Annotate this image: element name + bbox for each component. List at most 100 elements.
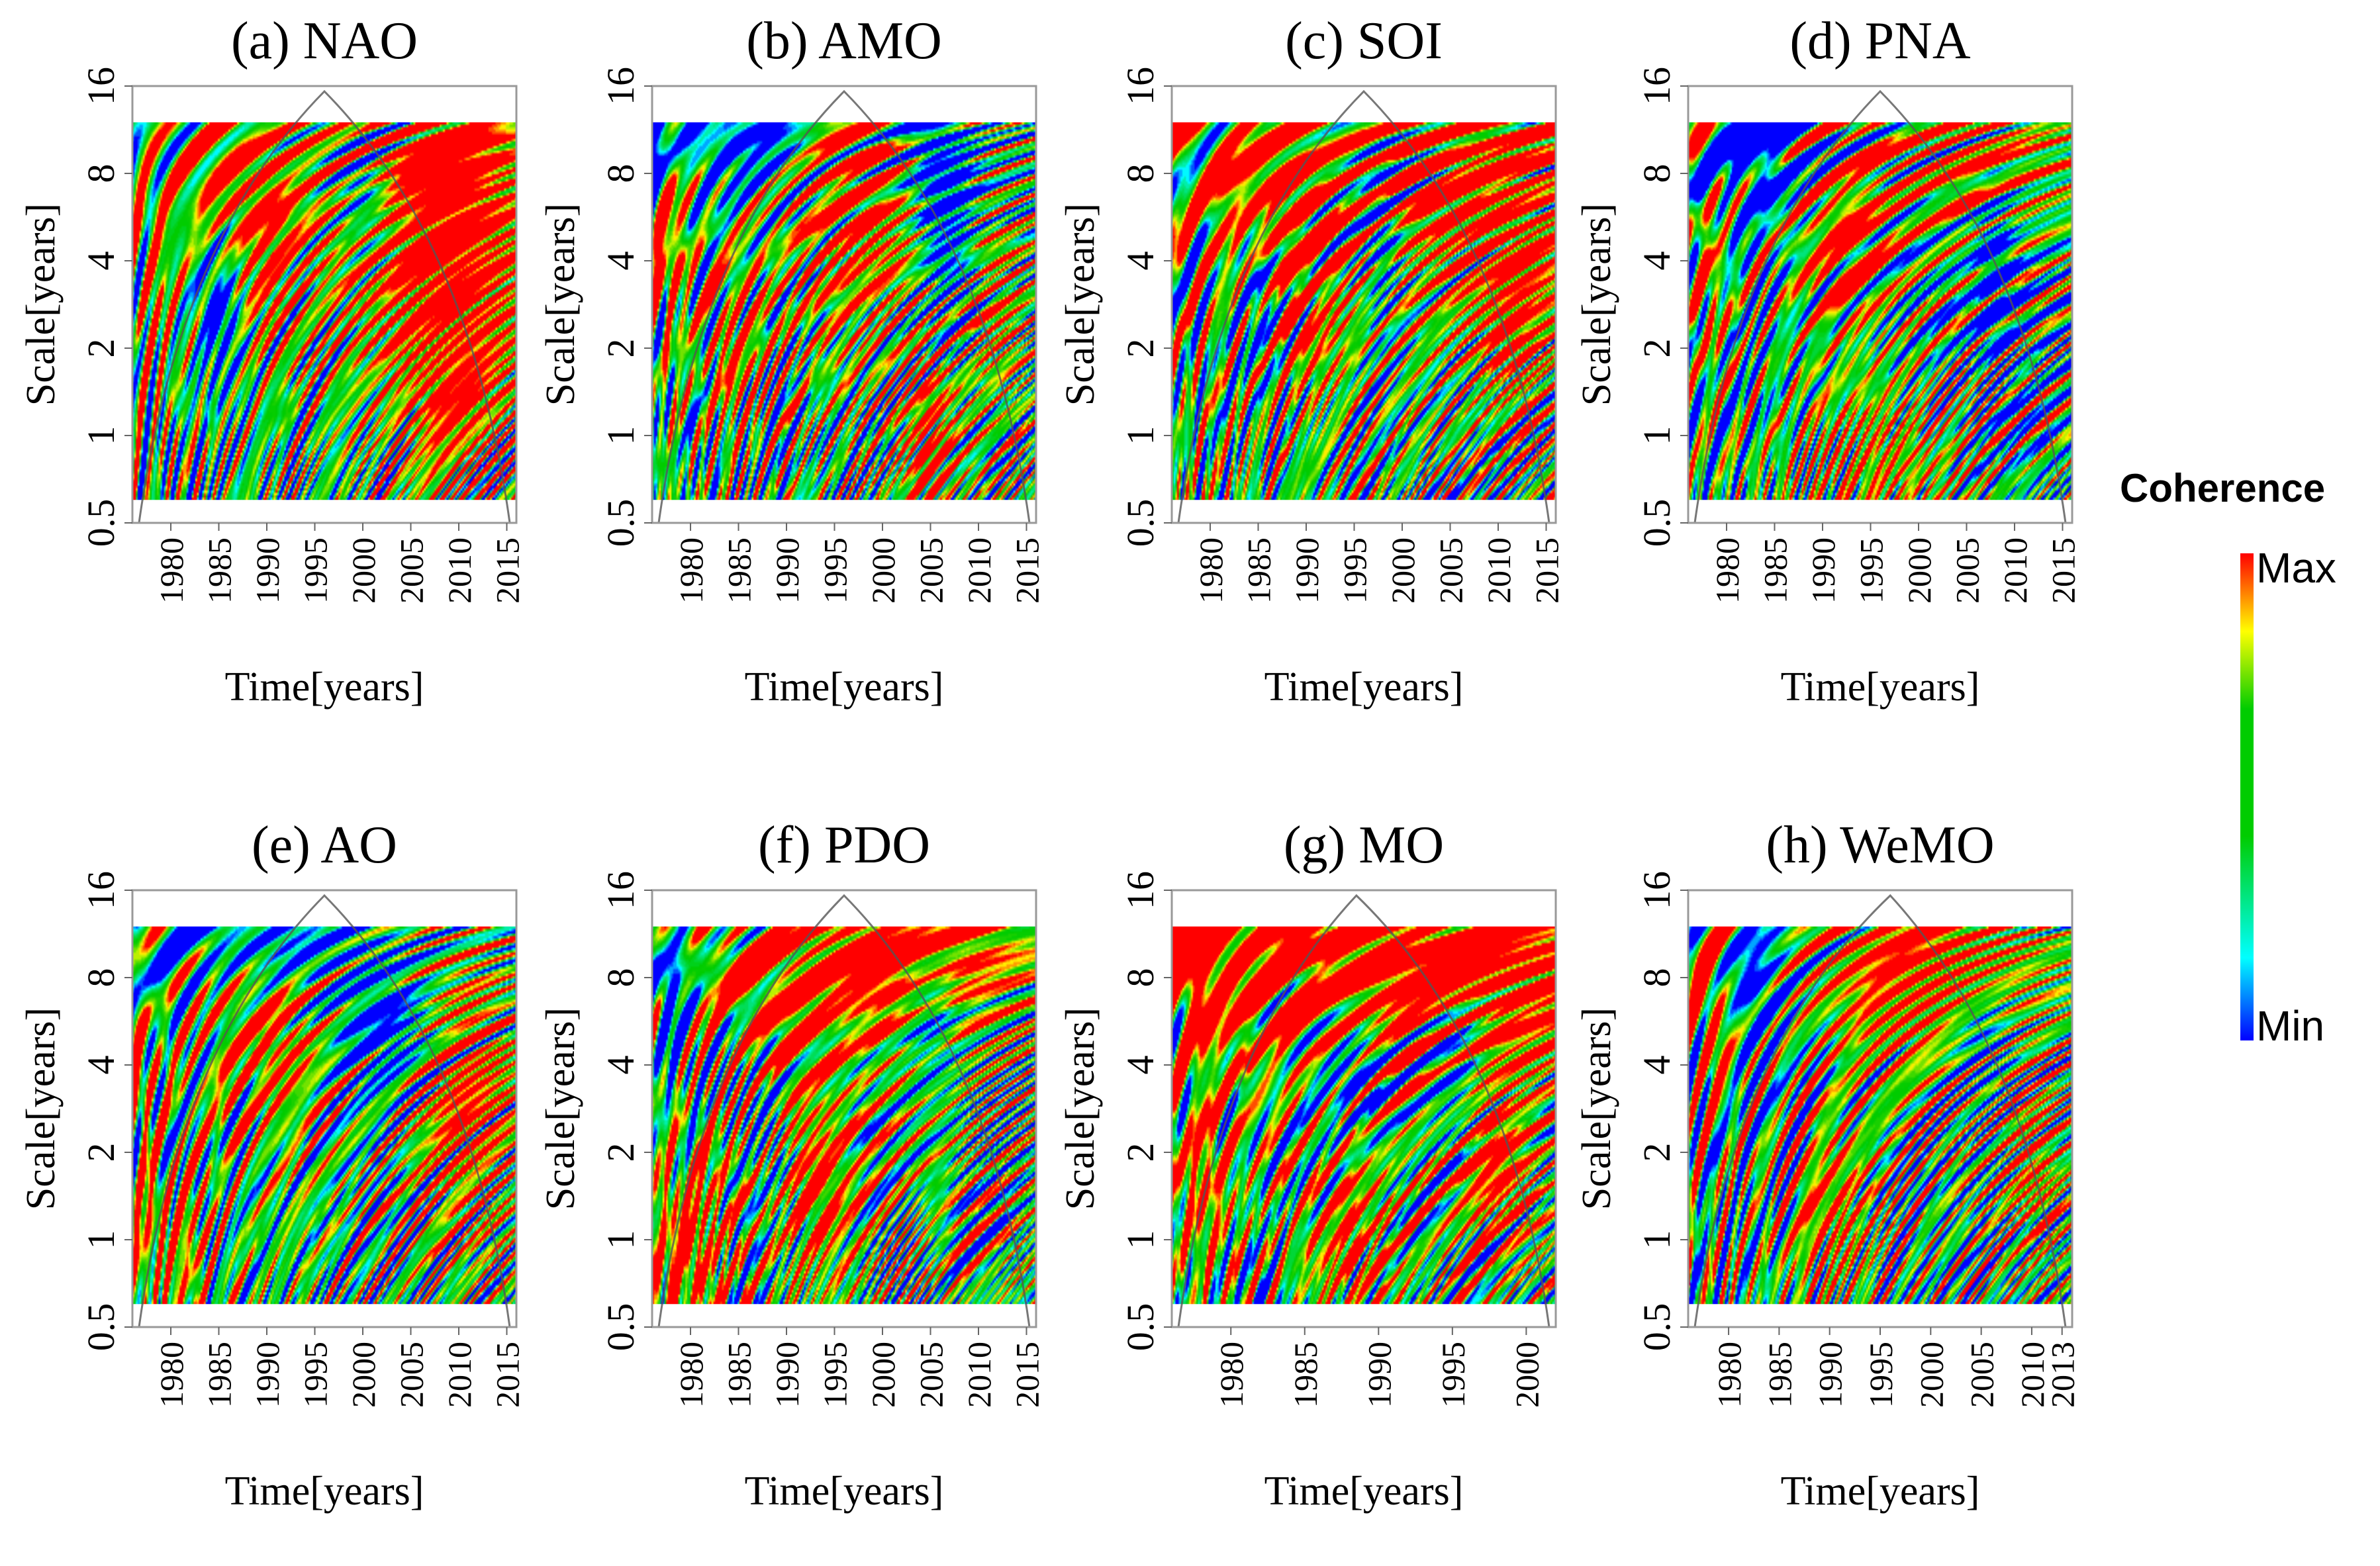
x-tick-label: 1980 (1213, 1342, 1250, 1408)
y-tick-label: 4 (1635, 1056, 1678, 1075)
y-axis-label: Scale[years] (1058, 203, 1103, 406)
y-tick-label: 1 (79, 426, 122, 445)
coherence-heatmap (132, 122, 516, 500)
panel-title: (d) PNA (1789, 12, 1971, 70)
y-tick-label: 8 (599, 968, 642, 988)
y-tick-label: 16 (599, 67, 642, 105)
y-tick-label: 2 (1119, 339, 1162, 358)
panel-f: (f) PDO 0.5 1 2 4 8 16 Scale[years] 1980 1985 1990… (538, 816, 1046, 1514)
x-tick-label: 2010 (1480, 537, 1517, 604)
x-tick-label: 2000 (1384, 537, 1421, 604)
x-tick-label: 1985 (201, 1342, 238, 1408)
x-tick-label: 1980 (1711, 1342, 1748, 1408)
plot-frame (1170, 889, 1557, 1328)
panel-title: (e) AO (252, 816, 397, 874)
y-tick-label: 1 (1635, 1230, 1678, 1250)
y-tick-label: 16 (79, 67, 122, 105)
x-tick-label: 1985 (1757, 537, 1794, 604)
x-tick-label: 2015 (2045, 537, 2082, 604)
cone-of-influence (657, 89, 1031, 524)
coherence-heatmap (1688, 926, 2072, 1305)
y-tick-label: 1 (599, 426, 642, 445)
x-tick-label: 1985 (1761, 1342, 1798, 1408)
y-tick-label: 1 (1119, 426, 1162, 445)
panel-d: (d) PNA 0.5 1 2 4 8 16 Scale[years] 1980 1985 1990… (1574, 12, 2082, 710)
y-tick-label: 2 (1635, 339, 1678, 358)
panel-g: (g) MO 0.5 1 2 4 8 16 Scale[years] 1980 1985 1990 1… (1058, 816, 1557, 1514)
x-tick-label: 2005 (393, 537, 430, 604)
y-tick-label: 0.5 (1119, 1303, 1162, 1352)
y-tick-label: 1 (1119, 1230, 1162, 1250)
x-tick-label: 2005 (1964, 1342, 2001, 1408)
panel-title: (a) NAO (231, 12, 418, 70)
y-tick-label: 2 (599, 1143, 642, 1162)
x-tick-label: 2000 (1913, 1342, 1950, 1408)
y-tick-label: 0.5 (1635, 499, 1678, 547)
x-tick-label: 1995 (1337, 537, 1374, 604)
x-tick-label: 1990 (1805, 537, 1842, 604)
y-tick-label: 16 (1119, 871, 1162, 909)
y-tick-label: 0.5 (79, 1303, 122, 1352)
x-tick-label: 1980 (153, 537, 190, 604)
panel-c: (c) SOI 0.5 1 2 4 8 16 Scale[years] 1980 1985 1990… (1058, 12, 1566, 710)
y-tick-label: 4 (1635, 252, 1678, 271)
x-tick-label: 2010 (2014, 1342, 2051, 1408)
y-tick-label: 1 (1635, 426, 1678, 445)
y-axis-label: Scale[years] (1058, 1007, 1103, 1210)
x-tick-label: 1995 (817, 537, 854, 604)
y-tick-label: 2 (599, 339, 642, 358)
y-tick-label: 8 (1119, 968, 1162, 988)
y-tick-label: 8 (79, 164, 122, 183)
x-tick-label: 2005 (913, 1342, 950, 1408)
x-tick-label: 1990 (769, 537, 806, 604)
coherence-heatmap (132, 926, 516, 1305)
x-tick-label: 2010 (961, 1342, 998, 1408)
y-tick-label: 0.5 (1635, 1303, 1678, 1352)
y-tick-label: 0.5 (599, 1303, 642, 1352)
y-axis-label: Scale[years] (538, 203, 583, 406)
x-tick-label: 1985 (201, 537, 238, 604)
y-tick-label: 16 (79, 871, 122, 909)
x-tick-label: 2005 (913, 537, 950, 604)
panel-title: (g) MO (1284, 816, 1444, 874)
y-tick-label: 16 (1635, 67, 1678, 105)
y-tick-label: 4 (79, 1056, 122, 1075)
cone-of-influence (657, 894, 1031, 1328)
x-tick-label: 1985 (1241, 537, 1278, 604)
x-tick-label: 1995 (1435, 1342, 1472, 1408)
y-tick-label: 0.5 (599, 499, 642, 547)
colorbar-max-label: Max (2256, 544, 2336, 592)
x-axis-label: Time[years] (1781, 665, 1980, 710)
x-axis-label: Time[years] (1781, 1469, 1980, 1514)
plot-frame (1170, 85, 1557, 524)
panel-e: (e) AO 0.5 1 2 4 8 16 Scale[years] 1980 1985 1990 1… (19, 816, 526, 1514)
y-tick-label: 16 (599, 871, 642, 909)
x-axis-label: Time[years] (1264, 665, 1464, 710)
x-axis-label: Time[years] (745, 665, 944, 710)
x-axis-label: Time[years] (1264, 1469, 1464, 1514)
x-tick-label: 1980 (673, 1342, 710, 1408)
y-axis-label: Scale[years] (19, 203, 64, 406)
x-tick-label: 2000 (1508, 1342, 1545, 1408)
x-tick-label: 2015 (1009, 1342, 1046, 1408)
x-tick-label: 2015 (489, 1342, 526, 1408)
plot-frame (1687, 85, 2073, 524)
x-tick-label: 2005 (393, 1342, 430, 1408)
y-tick-label: 0.5 (79, 499, 122, 547)
x-tick-label: 1990 (249, 537, 286, 604)
y-axis-label: Scale[years] (19, 1007, 64, 1210)
x-tick-label: 1995 (1862, 1342, 1899, 1408)
x-tick-label: 1990 (1812, 1342, 1849, 1408)
coherence-heatmap (1172, 926, 1556, 1305)
x-tick-label: 1985 (721, 537, 758, 604)
x-axis-label: Time[years] (225, 1469, 424, 1514)
y-tick-label: 4 (79, 252, 122, 271)
x-tick-label: 1990 (249, 1342, 286, 1408)
x-tick-label: 1980 (1192, 537, 1229, 604)
x-tick-label: 2015 (1529, 537, 1566, 604)
x-tick-label: 1985 (721, 1342, 758, 1408)
cone-of-influence (138, 894, 511, 1328)
coherence-heatmap (652, 926, 1036, 1305)
coherence-heatmap (1172, 122, 1556, 500)
